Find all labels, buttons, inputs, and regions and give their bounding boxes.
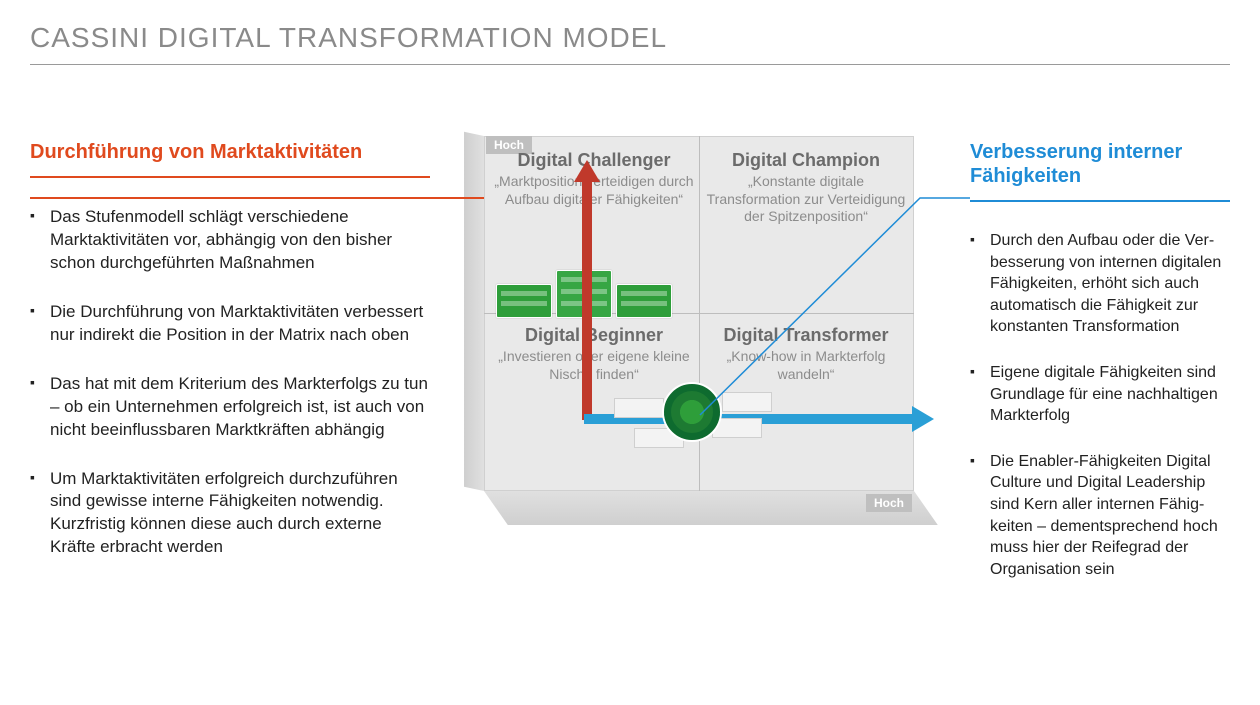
small-card bbox=[614, 398, 664, 418]
right-heading-rule bbox=[970, 200, 1230, 202]
list-item: Das hat mit dem Kriterium des Markter­fo… bbox=[30, 373, 430, 442]
list-item: Die Durchführung von Marktaktivitäten ve… bbox=[30, 301, 430, 347]
left-heading-rule bbox=[30, 176, 430, 178]
quad-title: Digital Transformer bbox=[706, 325, 906, 346]
left-heading: Durchführung von Marktaktivitäten bbox=[30, 140, 430, 164]
left-bullets: Das Stufenmodell schlägt verschiedene Ma… bbox=[30, 206, 430, 559]
right-heading: Verbesserung interner Fähigkeiten bbox=[970, 140, 1230, 188]
axis-label-x-high: Hoch bbox=[866, 494, 912, 512]
arrow-up-red bbox=[576, 160, 598, 420]
quad-title: Digital Champion bbox=[706, 150, 906, 171]
ring-cluster bbox=[644, 382, 754, 452]
page-title: CASSINI DIGITAL TRANSFORMATION MODEL bbox=[30, 22, 667, 54]
green-card bbox=[496, 284, 552, 318]
list-item: Durch den Aufbau oder die Ver­besserung … bbox=[970, 230, 1230, 338]
quadrant-bottom-right: Digital Transformer „Know-how in Markter… bbox=[706, 325, 906, 383]
matrix-diagram: Hoch Hoch Digital Challenger „Marktposit… bbox=[454, 130, 934, 550]
list-item: Um Marktaktivitäten erfolgreich durch­zu… bbox=[30, 468, 430, 560]
list-item: Das Stufenmodell schlägt verschiedene Ma… bbox=[30, 206, 430, 275]
quadrant-top-right: Digital Champion „Konstante digitale Tra… bbox=[706, 150, 906, 226]
matrix-3d-left bbox=[464, 132, 484, 491]
ring-icon bbox=[664, 384, 720, 440]
list-item: Die Enabler-Fähigkeiten Digital Culture … bbox=[970, 451, 1230, 581]
small-card bbox=[712, 418, 762, 438]
left-column: Durchführung von Marktaktivitäten Das St… bbox=[30, 140, 430, 585]
right-column: Verbesserung interner Fähigkeiten Durch … bbox=[970, 140, 1230, 604]
title-rule bbox=[30, 64, 1230, 65]
list-item: Eigene digitale Fähigkeiten sind Grundla… bbox=[970, 362, 1230, 427]
right-bullets: Durch den Aufbau oder die Ver­besserung … bbox=[970, 230, 1230, 580]
green-card bbox=[616, 284, 672, 318]
small-card bbox=[722, 392, 772, 412]
quad-desc: „Know-how in Markterfolg wandeln“ bbox=[706, 348, 906, 383]
quad-desc: „Konstante digitale Transformation zur V… bbox=[706, 173, 906, 226]
